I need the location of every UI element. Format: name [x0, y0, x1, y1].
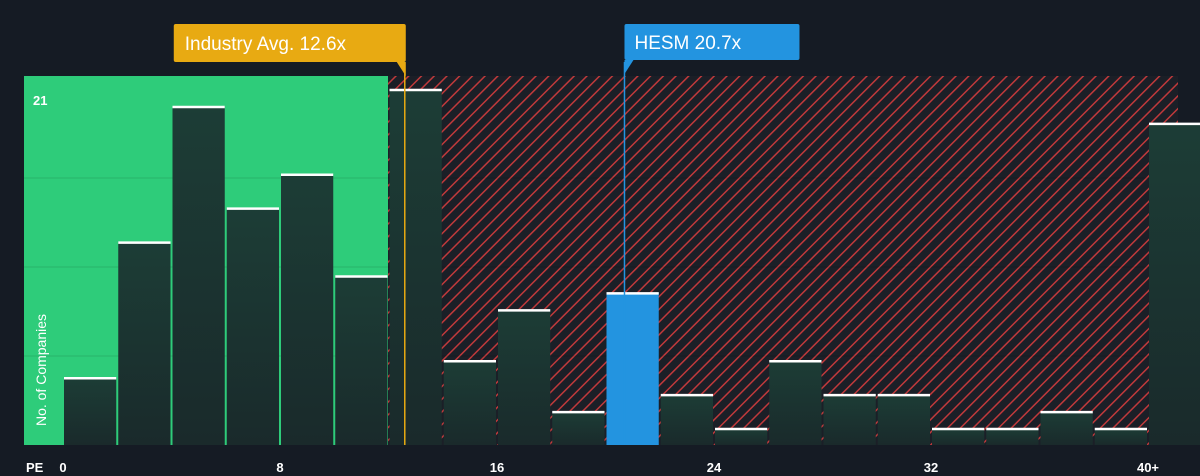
bar-7: [443, 360, 496, 445]
bar-16: [932, 428, 985, 445]
bar-5: [335, 275, 388, 445]
bar-8: [498, 309, 551, 445]
bar-10: [606, 292, 659, 445]
y-tick-label: 21: [33, 93, 47, 108]
industry-avg-label-box: [173, 24, 406, 62]
x-tick-label-0: 0: [59, 460, 66, 475]
y-axis-label: No. of Companies: [33, 314, 49, 426]
industry-avg-label: Industry Avg. 12.6x: [185, 34, 347, 55]
company-label-box: [624, 24, 800, 60]
bar-15: [877, 394, 930, 445]
bar-12: [715, 428, 768, 445]
bar-1: [118, 241, 171, 445]
bar-14: [823, 394, 876, 445]
company-pointer: [624, 60, 634, 74]
bar-0: [64, 377, 117, 445]
x-axis-label: PE: [26, 460, 44, 475]
company-label: HESM 20.7x: [634, 33, 741, 54]
x-tick-label-2: 16: [490, 460, 504, 475]
bar-6: [389, 89, 442, 445]
bar-19: [1094, 428, 1147, 445]
x-tick-label-5: 40+: [1137, 460, 1159, 475]
bar-9: [552, 411, 605, 445]
x-tick-label-1: 8: [276, 460, 283, 475]
x-tick-label-4: 32: [924, 460, 938, 475]
bar-11: [660, 394, 713, 445]
bar-17: [986, 428, 1039, 445]
bar-18: [1040, 411, 1093, 445]
bar-20: [1149, 122, 1200, 446]
bar-2: [172, 105, 225, 445]
bar-13: [769, 360, 822, 445]
industry-avg-pointer: [396, 62, 406, 76]
bar-3: [226, 207, 279, 445]
x-tick-label-3: 24: [707, 460, 722, 475]
bar-4: [281, 173, 334, 445]
